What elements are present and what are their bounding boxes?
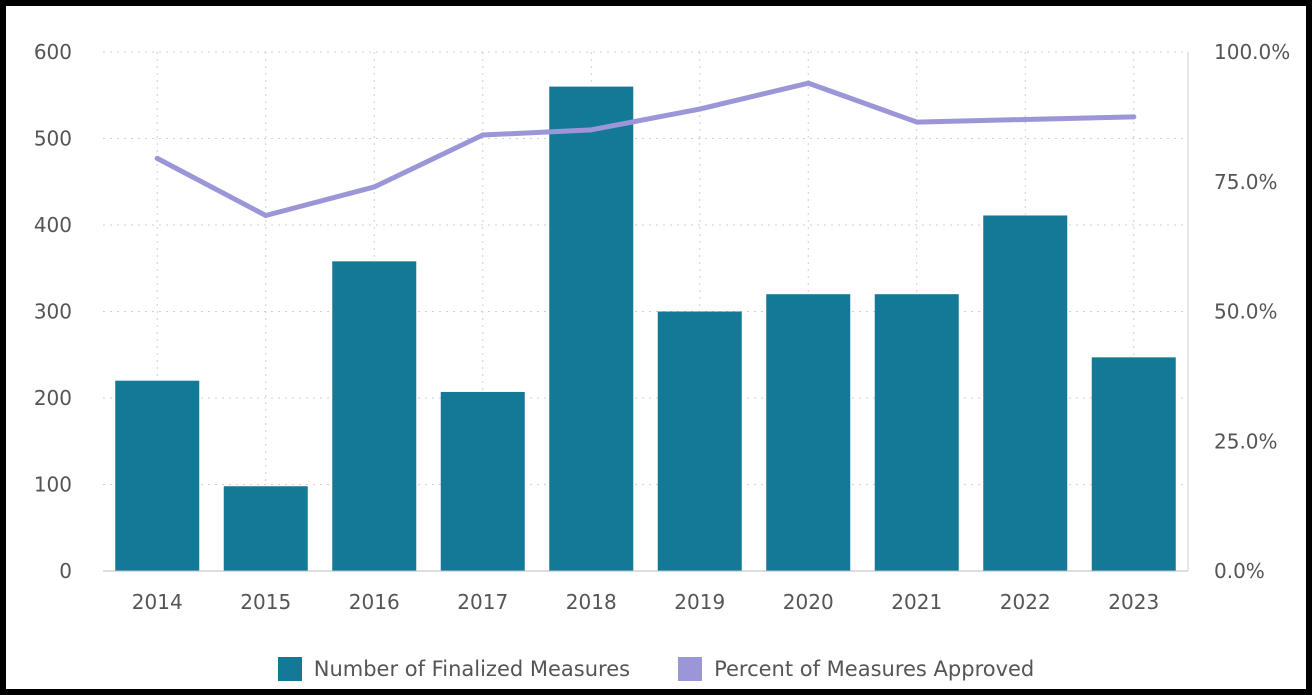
y-left-tick-label: 300: [34, 300, 72, 324]
x-tick-label: 2016: [349, 590, 400, 614]
legend-label-line: Percent of Measures Approved: [714, 657, 1035, 681]
legend-swatch-line: [678, 657, 703, 681]
y-right-tick-label: 50.0%: [1214, 300, 1278, 324]
y-left-tick-label: 0: [59, 559, 72, 583]
legend: Number of Finalized Measures Percent of …: [6, 657, 1306, 681]
y-left-tick-label: 400: [34, 213, 72, 237]
x-tick-label: 2014: [132, 590, 183, 614]
legend-label-bars: Number of Finalized Measures: [313, 657, 631, 681]
axes: [103, 52, 1189, 572]
line-point-2016: [371, 184, 377, 190]
combo-chart: 0 100 200 300 400 500 600 0.0% 25.0% 50.0% 75.0% 10…: [34, 40, 1290, 614]
y-left-tick-label: 200: [34, 386, 72, 410]
bar-2014: [115, 380, 200, 571]
chart-frame: 0 100 200 300 400 500 600 0.0% 25.0% 50.0% 75.0% 10…: [6, 6, 1306, 689]
x-tick-label: 2019: [674, 590, 725, 614]
bar-2018: [549, 86, 634, 571]
bar-series: [115, 86, 1176, 572]
percent-approved-line: [154, 80, 1137, 218]
line-point-2015: [263, 212, 269, 218]
line-point-2021: [914, 119, 920, 125]
bar-2021: [874, 294, 959, 571]
bar-2020: [766, 294, 851, 571]
x-tick-label: 2017: [457, 590, 508, 614]
x-tick-label: 2020: [783, 590, 834, 614]
x-tick-label: 2018: [566, 590, 617, 614]
bar-2017: [440, 391, 525, 571]
bar-2023: [1091, 357, 1176, 571]
line-point-2023: [1131, 114, 1137, 120]
line-point-2017: [480, 132, 486, 138]
x-tick-label: 2022: [1000, 590, 1051, 614]
legend-item-bars: Number of Finalized Measures: [277, 657, 631, 681]
line-point-2018: [588, 127, 594, 133]
y-left-tick-label: 500: [34, 127, 72, 151]
x-tick-label: 2015: [240, 590, 291, 614]
y-right-tick-label: 75.0%: [1214, 170, 1278, 194]
bar-2015: [223, 486, 308, 571]
line-series: [154, 80, 1137, 218]
tick-labels: 0 100 200 300 400 500 600 0.0% 25.0% 50.0% 75.0% 10…: [34, 40, 1290, 614]
line-point-2020: [805, 80, 811, 86]
legend-item-line: Percent of Measures Approved: [678, 657, 1034, 681]
y-left-tick-label: 600: [34, 40, 72, 64]
line-point-2022: [1022, 116, 1028, 122]
x-tick-label: 2023: [1108, 590, 1159, 614]
bar-2019: [657, 311, 742, 571]
legend-swatch-bars: [277, 657, 302, 681]
bar-2022: [983, 215, 1068, 572]
y-left-tick-label: 100: [34, 473, 72, 497]
y-right-tick-label: 25.0%: [1214, 429, 1278, 453]
line-point-2019: [697, 106, 703, 112]
bar-2016: [332, 261, 417, 571]
line-point-2014: [154, 155, 160, 161]
y-right-tick-label: 100.0%: [1214, 40, 1290, 64]
x-tick-label: 2021: [891, 590, 942, 614]
y-right-tick-label: 0.0%: [1214, 559, 1265, 583]
